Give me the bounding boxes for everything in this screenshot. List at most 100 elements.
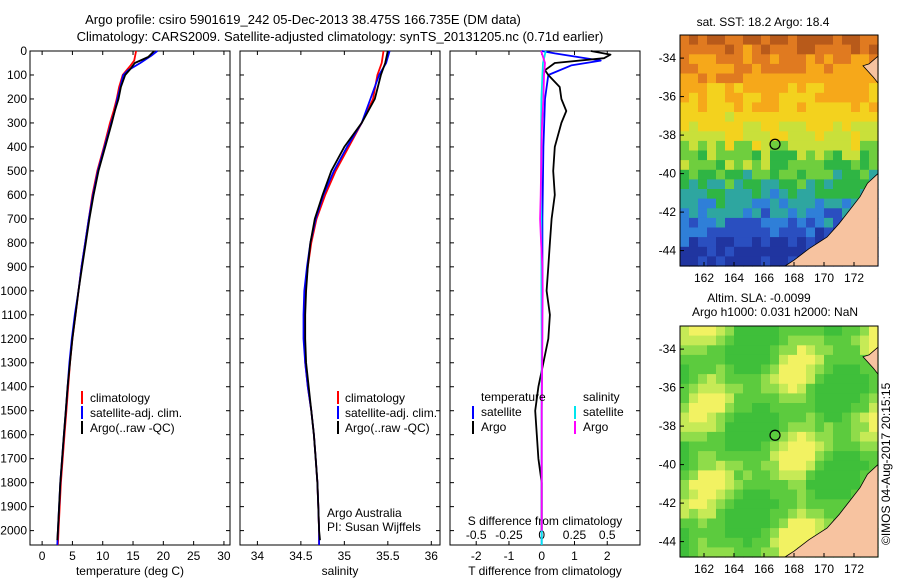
map-cell (698, 451, 708, 462)
map-cell (761, 441, 771, 452)
map-cell (716, 364, 726, 375)
map-cell (770, 345, 780, 356)
map-cell (797, 412, 807, 423)
map-cell (842, 345, 852, 356)
map-cell (689, 35, 699, 46)
map-cell (788, 470, 798, 481)
map-cell (707, 208, 717, 219)
top-tick-label: -0.25 (495, 528, 523, 542)
map-cell (851, 364, 861, 375)
map-cell (743, 528, 753, 539)
map-cell (725, 121, 735, 132)
map-cell (851, 354, 861, 366)
map-cell (680, 403, 690, 414)
map-cell (752, 83, 762, 94)
map-cell (716, 208, 726, 219)
map-cell (824, 354, 834, 366)
map-cell (770, 198, 780, 209)
map-cell (734, 345, 744, 356)
map-cell (797, 102, 807, 113)
map-cell (707, 412, 717, 423)
map-cell (734, 246, 744, 257)
map-cell (779, 121, 789, 132)
map-cell (743, 354, 753, 366)
map-cell (707, 131, 717, 142)
map-cell (842, 44, 852, 55)
map-cell (725, 150, 735, 161)
map-cell (833, 422, 843, 433)
map-cell (752, 354, 762, 366)
map-cell (815, 326, 825, 337)
map-cell (734, 460, 744, 471)
map-cell (824, 63, 834, 75)
map-cell (689, 169, 699, 180)
map-cell (779, 92, 789, 103)
map-cell (752, 364, 762, 375)
map-cell (815, 121, 825, 132)
map-cell (725, 169, 735, 180)
map-cell (869, 412, 879, 423)
map-cell (761, 246, 771, 257)
map-cell (698, 83, 708, 94)
map-cell (725, 92, 735, 103)
annotation-argo-australia: Argo Australia (327, 506, 402, 520)
map-cell (680, 73, 690, 84)
map-cell (788, 499, 798, 510)
map-cell (770, 431, 780, 443)
map-cell (860, 73, 870, 84)
map-cell (698, 121, 708, 132)
map-cell (752, 499, 762, 510)
x-tick-label: -2 (471, 549, 482, 563)
map-cell (761, 92, 771, 103)
map-cell (752, 383, 762, 394)
map-x-tick-label: 164 (724, 562, 744, 576)
map-cell (698, 256, 708, 267)
map-cell (851, 345, 861, 356)
map-cell (734, 63, 744, 75)
map-cell (797, 160, 807, 171)
map-cell (833, 63, 843, 75)
map-x-tick-label: 164 (724, 271, 744, 285)
map-cell (725, 451, 735, 462)
map-cell (797, 73, 807, 84)
map-cell (770, 460, 780, 471)
map-x-tick-label: 168 (784, 271, 804, 285)
map-cell (779, 237, 789, 248)
map-cell (833, 112, 843, 123)
map-cell (716, 547, 726, 558)
map-cell (752, 374, 762, 385)
legend-label-temp-argo: Argo (481, 420, 507, 434)
x-axis-label: salinity (322, 564, 359, 578)
map-cell (788, 422, 798, 433)
map-cell (698, 431, 708, 443)
map-cell (716, 237, 726, 248)
map-cell (743, 345, 753, 356)
map-cell (797, 335, 807, 346)
map-cell (734, 169, 744, 180)
map-cell (743, 83, 753, 94)
map-cell (761, 54, 771, 65)
map-cell (770, 383, 780, 394)
map-cell (869, 44, 879, 55)
map-y-tick-label: -34 (659, 342, 677, 356)
map-cell (779, 508, 789, 520)
map-cell (851, 35, 861, 46)
y-tick-label: 700 (7, 212, 27, 226)
map-cell (734, 518, 744, 529)
map-cell (761, 237, 771, 248)
map-cell (707, 169, 717, 180)
map-cell (824, 412, 834, 423)
map-cell (788, 508, 798, 520)
map-cell (698, 35, 708, 46)
map-cell (752, 92, 762, 103)
map-cell (797, 460, 807, 471)
map-cell (698, 198, 708, 209)
map-cell (752, 431, 762, 443)
map-cell (797, 169, 807, 180)
map-cell (815, 345, 825, 356)
map-cell (788, 518, 798, 529)
map-cell (743, 460, 753, 471)
map-cell (824, 508, 834, 520)
map-cell (761, 364, 771, 375)
map-cell (770, 35, 780, 46)
